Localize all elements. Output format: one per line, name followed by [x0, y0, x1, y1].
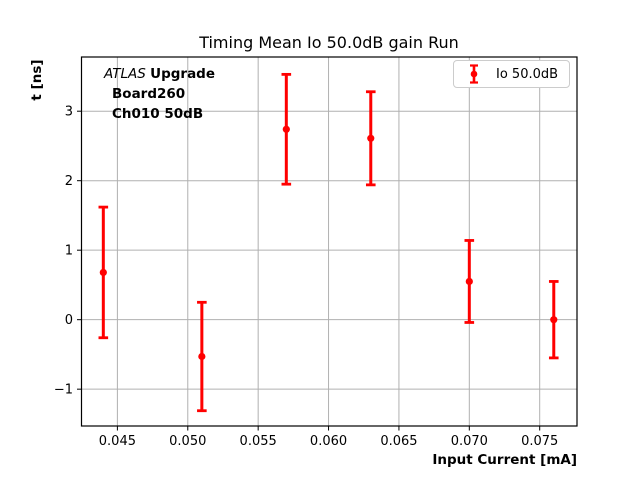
x-axis-label: Input Current [mA]: [432, 452, 577, 468]
chart-title: Timing Mean Io 50.0dB gain Run: [199, 33, 459, 52]
y-axis-label: t [ns]: [29, 59, 45, 101]
x-tick-label: 0.045: [99, 434, 136, 449]
x-tick-label: 0.075: [521, 434, 558, 449]
y-tick-label: 1: [65, 244, 73, 259]
errorbar-point: [365, 90, 376, 187]
legend-label: Io 50.0dB: [496, 66, 559, 82]
annotation-board: Board260: [112, 86, 186, 102]
y-tick-label: 2: [65, 174, 73, 189]
annotation-atlas: ATLAS: [104, 66, 146, 82]
errorbar-point: [548, 280, 559, 360]
annotation-upgrade: Upgrade: [150, 66, 216, 82]
annotation-channel: Ch010 50dB: [112, 106, 204, 122]
errorbar-point: [197, 300, 207, 413]
y-tick-label: 3: [65, 105, 73, 120]
x-tick-label: 0.065: [380, 434, 417, 449]
legend: Io 50.0dB: [453, 60, 570, 88]
errorbar-point: [98, 205, 109, 340]
x-tick-label: 0.055: [240, 434, 277, 449]
annotation-line-1: ATLAS Upgrade: [104, 64, 215, 84]
errorbar-point: [281, 72, 292, 186]
y-tick-label: −1: [54, 383, 73, 398]
annotation: ATLAS Upgrade Board260 Ch010 50dB: [104, 64, 215, 124]
y-tick-label: 0: [65, 313, 73, 328]
errorbar-point: [464, 239, 475, 324]
x-tick-label: 0.050: [169, 434, 206, 449]
axes-spines: [80, 56, 578, 427]
errorbar-marker-icon: [470, 64, 478, 84]
x-tick-label: 0.070: [451, 434, 488, 449]
x-tick-label: 0.060: [310, 434, 347, 449]
